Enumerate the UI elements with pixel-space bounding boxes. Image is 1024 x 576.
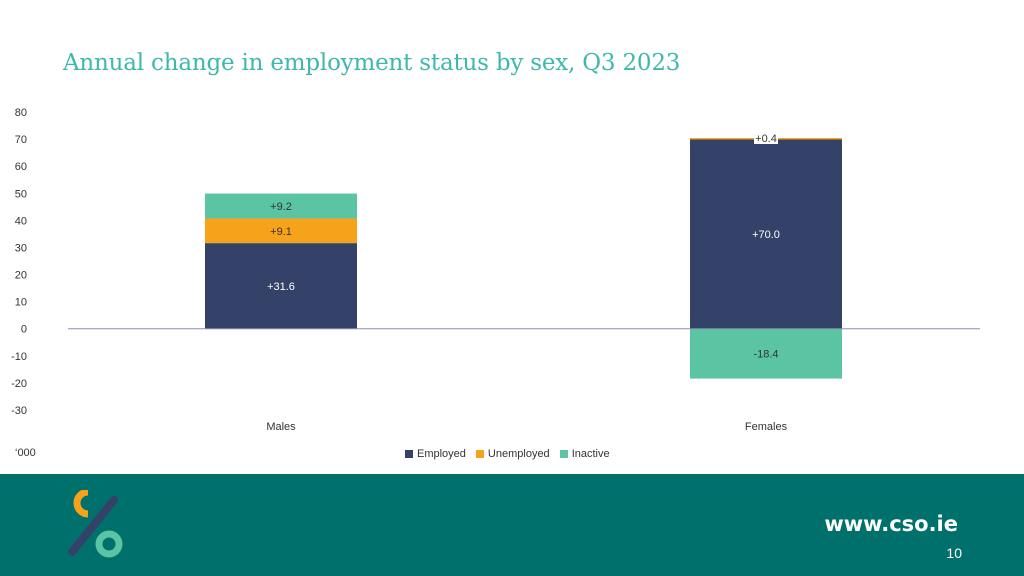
- data-label: -18.4: [753, 349, 778, 361]
- y-tick-label: 60: [15, 161, 27, 173]
- website-url[interactable]: www.cso.ie: [824, 512, 958, 536]
- y-tick-label: 50: [15, 188, 27, 200]
- legend-swatch: [405, 450, 413, 458]
- data-label: +9.1: [270, 226, 292, 238]
- legend-label: Inactive: [571, 448, 610, 460]
- y-tick-label: 40: [15, 215, 27, 227]
- cso-logo-icon: [68, 490, 123, 558]
- chart-title: Annual change in employment status by se…: [63, 50, 681, 76]
- x-category-label: Males: [266, 421, 296, 433]
- data-label: +9.2: [270, 201, 292, 213]
- data-label: +70.0: [752, 229, 780, 241]
- bar-unemployed-males: [205, 218, 357, 244]
- chart-legend: Employed Unemployed Inactive: [405, 448, 610, 460]
- legend-swatch: [559, 450, 568, 458]
- data-label: +0.4: [755, 133, 777, 145]
- legend-label: Employed: [417, 448, 466, 460]
- page-number: 10: [946, 545, 962, 561]
- y-tick-label: 20: [15, 270, 27, 282]
- data-label: +31.6: [267, 281, 295, 293]
- legend-item-employed: Employed: [405, 448, 466, 460]
- y-tick-label: 0: [21, 324, 27, 336]
- units-label: ‘000: [15, 447, 36, 459]
- y-tick-label: -30: [11, 405, 27, 417]
- legend-label: Unemployed: [487, 448, 550, 460]
- legend-swatch: [475, 450, 484, 458]
- footer-bar: www.cso.ie 10: [0, 474, 1024, 576]
- bar-chart: -30 -20 -10 0 10 20 30 40 50 60 70 80 +31.6 +9.1 +9.2 +…: [11, 107, 980, 433]
- y-tick-label: 10: [15, 297, 27, 309]
- y-tick-label: -10: [11, 351, 27, 363]
- bar-inactive-females: [690, 328, 842, 379]
- legend-item-inactive: Inactive: [559, 448, 610, 460]
- legend-item-unemployed: Unemployed: [475, 448, 550, 460]
- data-label-background: [754, 131, 778, 145]
- y-tick-label: 80: [15, 107, 27, 119]
- bar-employed-females: [690, 139, 842, 329]
- y-tick-label: 70: [15, 134, 27, 146]
- bar-employed-males: [205, 243, 357, 329]
- y-tick-label: -20: [11, 378, 27, 390]
- x-category-label: Females: [745, 421, 788, 433]
- y-tick-label: 30: [15, 242, 27, 254]
- bar-inactive-males: [205, 193, 357, 219]
